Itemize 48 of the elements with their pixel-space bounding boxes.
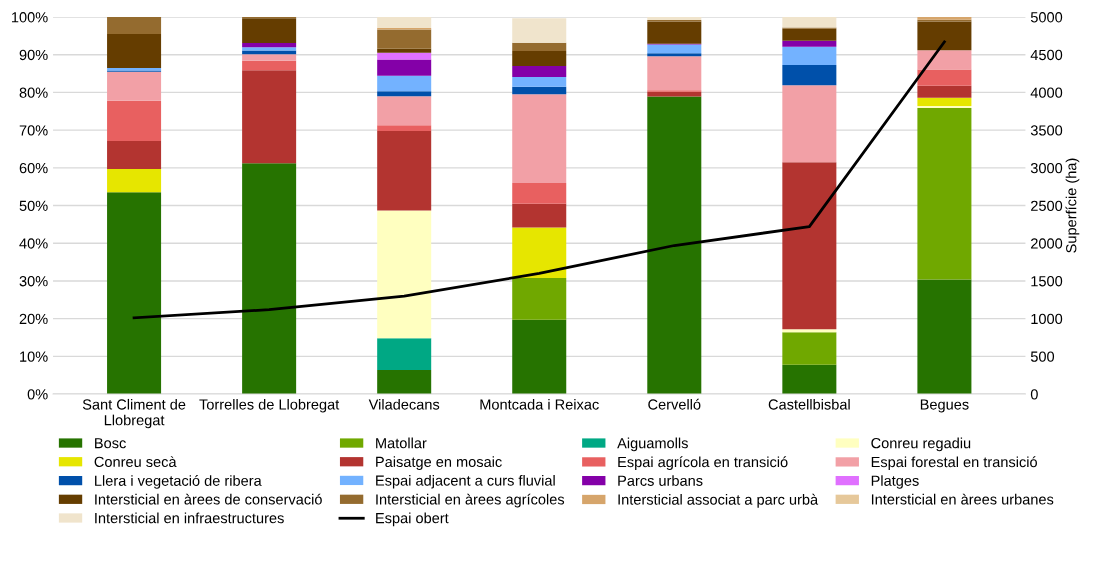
- y2-tick-label: 5000: [1030, 12, 1063, 23]
- x-tick-label: Viladecans: [368, 398, 440, 410]
- x-tick-label: Montcada i Reixac: [480, 398, 599, 410]
- x-tick-label: Begues: [920, 399, 969, 413]
- legend-label: Conreu regadiu: [871, 437, 971, 452]
- y2-tick-label: 500: [1030, 351, 1055, 362]
- y-tick-label: 40%: [19, 238, 48, 249]
- y2-tick-label: 2500: [1031, 200, 1063, 211]
- x-tick-label: Sant Climent de Llobregat: [82, 398, 186, 429]
- y-tick-label: 80%: [19, 87, 48, 98]
- y2-tick-label: 4000: [1030, 87, 1063, 98]
- legend-label: Bosc: [95, 438, 126, 449]
- x-tick-label: Castellbisbal: [768, 398, 850, 410]
- legend-label: Espai adjacent a curs fluvial: [376, 475, 555, 489]
- legend-label: Intersticial associat a parc urbà: [618, 493, 819, 508]
- y-tick-label: 0%: [27, 389, 48, 400]
- y2-tick-label: 3000: [1030, 162, 1063, 174]
- y2-tick-label: 3500: [1030, 125, 1063, 136]
- y2-tick-label: 1000: [1031, 313, 1063, 325]
- legend-label: Llera i vegetació de ribera: [95, 475, 262, 489]
- y2-tick-label: 0: [1030, 389, 1038, 400]
- legend-label: Aiguamolls: [617, 437, 688, 452]
- legend-label: Conreu secà: [94, 456, 177, 468]
- legend-label: Intersticial en àrees urbanes: [871, 493, 1054, 505]
- legend-label: Platges: [871, 475, 919, 489]
- y-tick-label: 50%: [19, 200, 48, 211]
- y-tick-label: 70%: [19, 125, 48, 136]
- legend-label: Espai forestal en transició: [871, 456, 1037, 471]
- y2-axis-title: Superfície (ha): [1065, 158, 1080, 253]
- x-tick-label: Cervelló: [648, 398, 701, 410]
- legend-label: Matollar: [376, 437, 427, 449]
- legend-label: Parcs urbans: [618, 475, 703, 486]
- legend-label: Espai obert: [376, 512, 449, 527]
- legend-label: Paisatge en mosaic: [376, 456, 502, 470]
- x-tick-label: Torrelles de Llobregat: [199, 398, 340, 413]
- y-tick-label: 30%: [19, 276, 48, 287]
- y2-tick-label: 4500: [1030, 49, 1063, 61]
- y2-tick-label: 2000: [1031, 238, 1063, 249]
- legend-label: Intersticial en àrees de conservació: [95, 493, 322, 505]
- y-tick-label: 100%: [11, 12, 48, 23]
- legend-label: Intersticial en àrees agrícoles: [376, 493, 565, 508]
- y-tick-label: 10%: [20, 351, 48, 362]
- y-tick-label: 90%: [19, 49, 48, 61]
- legend-label: Intersticial en infraestructures: [95, 512, 284, 524]
- y-tick-label: 60%: [19, 162, 48, 174]
- legend-label: Espai agrícola en transició: [618, 456, 788, 471]
- y-tick-label: 20%: [19, 313, 48, 325]
- y2-tick-label: 1500: [1031, 276, 1063, 287]
